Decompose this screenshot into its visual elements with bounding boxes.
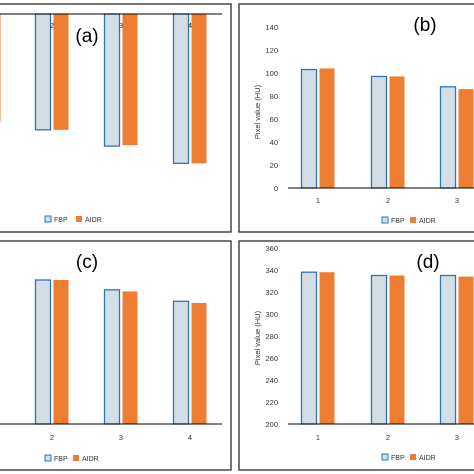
bar-aidr-2: [53, 280, 69, 424]
panel-c-label: (c): [76, 252, 98, 273]
panel-b: 1 2 3 0 20 40 60 80 100 120 140 Pixel value (HU) (…: [238, 3, 474, 233]
y-tick-label: 80: [270, 92, 278, 101]
bar-aidr-1: [0, 14, 1, 123]
x-tick-label: 2: [386, 196, 390, 205]
panel-a-plot: 2 3 4: [0, 13, 222, 164]
y-tick-label: 360: [265, 244, 278, 253]
bar-aidr-3: [458, 276, 474, 424]
y-tick-label: 0: [274, 184, 278, 193]
legend-label-fbp: FBP: [391, 218, 405, 225]
x-tick-label: 4: [188, 21, 192, 30]
x-tick-label: 3: [119, 433, 123, 442]
x-tick-label: 3: [455, 196, 459, 205]
bar-fbp-4: [172, 300, 190, 425]
panel-d-label: (d): [416, 252, 439, 273]
x-tick-label: 3: [455, 433, 459, 442]
legend-label-aidr: AIDR: [82, 456, 99, 463]
bar-aidr-3: [122, 291, 138, 424]
bar-aidr-4: [191, 302, 207, 424]
x-tick-label: 1: [316, 433, 320, 442]
bar-aidr-2: [53, 14, 69, 130]
bar-fbp-2: [370, 274, 388, 425]
x-tick-label: 2: [50, 433, 54, 442]
y-tick-label: 60: [270, 115, 278, 124]
panel-a-legend: FBP AIDR: [44, 215, 102, 224]
y-tick-label: 320: [265, 288, 278, 297]
bar-fbp-1: [300, 68, 318, 189]
legend-swatch-aidr: [73, 455, 79, 461]
x-tick-label: 4: [188, 433, 192, 442]
y-tick-label: 220: [265, 398, 278, 407]
x-tick-label: 1: [316, 196, 320, 205]
x-tick-label: 2: [386, 433, 390, 442]
legend-swatch-fbp: [44, 215, 52, 223]
y-tick-label: 280: [265, 332, 278, 341]
panel-d-y-axis-title: Pixel value (HU): [253, 310, 262, 365]
y-tick-label: 300: [265, 310, 278, 319]
bar-fbp-1: [300, 271, 318, 425]
panel-c: 2 3 4 (c) FBP AIDR: [0, 240, 232, 471]
legend-swatch-aidr: [410, 454, 416, 460]
panel-b-legend: FBP AIDR: [381, 216, 436, 225]
bar-fbp-4: [172, 13, 190, 164]
y-tick-label: 100: [265, 69, 278, 78]
bar-fbp-3: [103, 289, 121, 425]
y-tick-label: 240: [265, 376, 278, 385]
panel-d-legend: FBP AIDR: [381, 453, 436, 462]
panel-c-plot: 2 3 4: [0, 279, 222, 442]
bar-fbp-3: [439, 274, 457, 425]
legend-label-aidr: AIDR: [419, 218, 436, 225]
y-tick-label: 120: [265, 46, 278, 55]
y-tick-label: 40: [270, 138, 278, 147]
legend-swatch-fbp: [381, 453, 389, 461]
panel-a-label: (a): [75, 26, 98, 47]
x-tick-label: 2: [50, 21, 54, 30]
y-tick-label: 20: [270, 161, 278, 170]
bar-aidr-3: [458, 89, 474, 188]
y-tick-label: 340: [265, 266, 278, 275]
panel-c-legend: FBP AIDR: [44, 454, 99, 463]
legend-swatch-aidr: [410, 217, 416, 223]
bar-fbp-3: [103, 13, 121, 147]
bar-aidr-1: [319, 272, 335, 424]
panel-d-frame: [238, 240, 474, 471]
bar-fbp-2: [34, 279, 52, 425]
panel-b-y-axis-title: Pixel value (HU): [253, 84, 262, 139]
bar-aidr-2: [389, 275, 405, 424]
bar-fbp-3: [439, 86, 457, 189]
bar-fbp-2: [370, 75, 388, 189]
bar-aidr-4: [191, 14, 207, 164]
panel-b-frame: [238, 3, 474, 233]
legend-swatch-fbp: [381, 216, 389, 224]
panel-d: 1 2 3 200 220 240 260 280 300 320 340 360 Pixel val…: [238, 240, 474, 471]
legend-label-fbp: FBP: [391, 455, 405, 462]
legend-label-aidr: AIDR: [85, 217, 102, 224]
bar-aidr-1: [319, 68, 335, 188]
y-tick-label: 260: [265, 354, 278, 363]
bar-fbp-2: [34, 13, 52, 131]
panel-a: 2 3 4 (a) FBP AIDR: [0, 3, 232, 233]
y-tick-label: 200: [265, 420, 278, 429]
bar-aidr-2: [389, 76, 405, 188]
legend-swatch-fbp: [44, 454, 52, 462]
panel-d-plot: 1 2 3 200 220 240 260 280 300 320 340 360: [265, 244, 474, 442]
legend-label-fbp: FBP: [54, 217, 68, 224]
bar-aidr-3: [122, 14, 138, 146]
y-tick-label: 140: [265, 23, 278, 32]
panel-b-plot: 1 2 3 0 20 40 60 80 100 120 140: [265, 23, 474, 205]
x-tick-label: 3: [119, 21, 123, 30]
panel-b-label: (b): [413, 15, 436, 36]
legend-label-aidr: AIDR: [419, 455, 436, 462]
legend-label-fbp: FBP: [54, 456, 68, 463]
legend-swatch-aidr: [76, 216, 82, 222]
